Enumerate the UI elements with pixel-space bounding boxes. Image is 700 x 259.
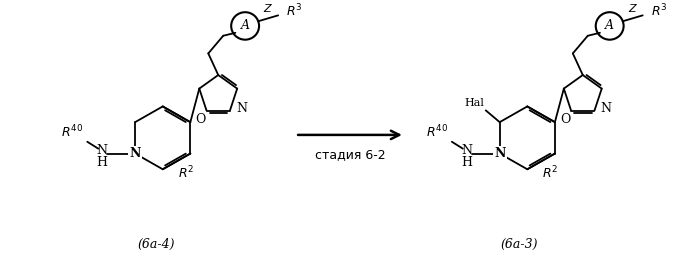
- Text: (6a-3): (6a-3): [500, 238, 538, 251]
- Text: $R^{40}$: $R^{40}$: [426, 124, 448, 140]
- Text: $R^{40}$: $R^{40}$: [62, 124, 83, 140]
- Text: Hal: Hal: [465, 97, 484, 107]
- Text: Z: Z: [628, 4, 636, 14]
- Text: A: A: [606, 19, 614, 32]
- Text: N: N: [461, 144, 472, 157]
- Text: N: N: [494, 147, 505, 160]
- Text: Z: Z: [263, 4, 271, 14]
- Text: O: O: [560, 113, 570, 126]
- Text: $R^2$: $R^2$: [542, 165, 559, 182]
- Text: $R^3$: $R^3$: [651, 3, 667, 20]
- Text: $R^3$: $R^3$: [286, 3, 302, 20]
- Text: стадия 6-2: стадия 6-2: [315, 148, 385, 161]
- Text: H: H: [97, 156, 108, 169]
- Text: N: N: [236, 102, 247, 115]
- Text: N: N: [97, 144, 108, 157]
- Text: A: A: [241, 19, 250, 32]
- Text: H: H: [461, 156, 472, 169]
- Text: O: O: [195, 113, 206, 126]
- Text: $R^2$: $R^2$: [178, 165, 194, 182]
- Text: (6a-4): (6a-4): [137, 238, 174, 251]
- Text: N: N: [601, 102, 612, 115]
- Text: N: N: [130, 147, 141, 160]
